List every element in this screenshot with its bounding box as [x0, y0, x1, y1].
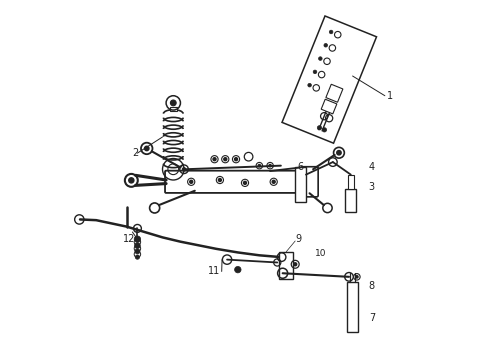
Circle shape — [213, 158, 216, 161]
Circle shape — [294, 263, 296, 266]
Text: 6: 6 — [297, 162, 303, 172]
Circle shape — [308, 84, 312, 87]
Circle shape — [235, 266, 241, 273]
Text: 11: 11 — [208, 266, 220, 276]
Bar — [345, 189, 356, 212]
Text: 9: 9 — [295, 234, 301, 244]
Circle shape — [224, 158, 227, 161]
Circle shape — [272, 180, 275, 183]
Circle shape — [219, 179, 221, 181]
Circle shape — [337, 150, 341, 155]
Text: 3: 3 — [368, 182, 375, 192]
Circle shape — [356, 276, 358, 278]
Circle shape — [324, 44, 327, 47]
Circle shape — [269, 165, 271, 167]
Polygon shape — [326, 84, 343, 102]
FancyBboxPatch shape — [301, 167, 318, 197]
Circle shape — [322, 128, 327, 132]
Text: 10: 10 — [315, 249, 326, 258]
Text: 8: 8 — [368, 281, 375, 291]
Polygon shape — [321, 99, 337, 114]
Bar — [347, 282, 358, 332]
Text: 4: 4 — [368, 162, 375, 172]
Bar — [348, 175, 354, 189]
Circle shape — [129, 178, 134, 183]
Circle shape — [318, 57, 322, 60]
Circle shape — [190, 180, 193, 183]
Circle shape — [135, 249, 140, 254]
Polygon shape — [282, 16, 376, 143]
Circle shape — [235, 158, 238, 161]
Text: 7: 7 — [368, 313, 375, 323]
FancyBboxPatch shape — [165, 171, 318, 193]
Circle shape — [135, 255, 140, 259]
Circle shape — [135, 243, 140, 248]
Circle shape — [134, 236, 141, 242]
Circle shape — [329, 30, 333, 34]
Circle shape — [145, 146, 149, 150]
Circle shape — [171, 100, 176, 106]
Circle shape — [313, 70, 317, 74]
Circle shape — [244, 181, 246, 184]
Circle shape — [183, 168, 186, 171]
Bar — [170, 107, 176, 111]
Text: 1: 1 — [387, 91, 393, 101]
Text: 2: 2 — [132, 148, 138, 158]
Bar — [279, 252, 294, 279]
Circle shape — [258, 165, 260, 167]
Text: 12: 12 — [123, 234, 136, 244]
Bar — [295, 167, 306, 202]
Circle shape — [318, 126, 321, 130]
